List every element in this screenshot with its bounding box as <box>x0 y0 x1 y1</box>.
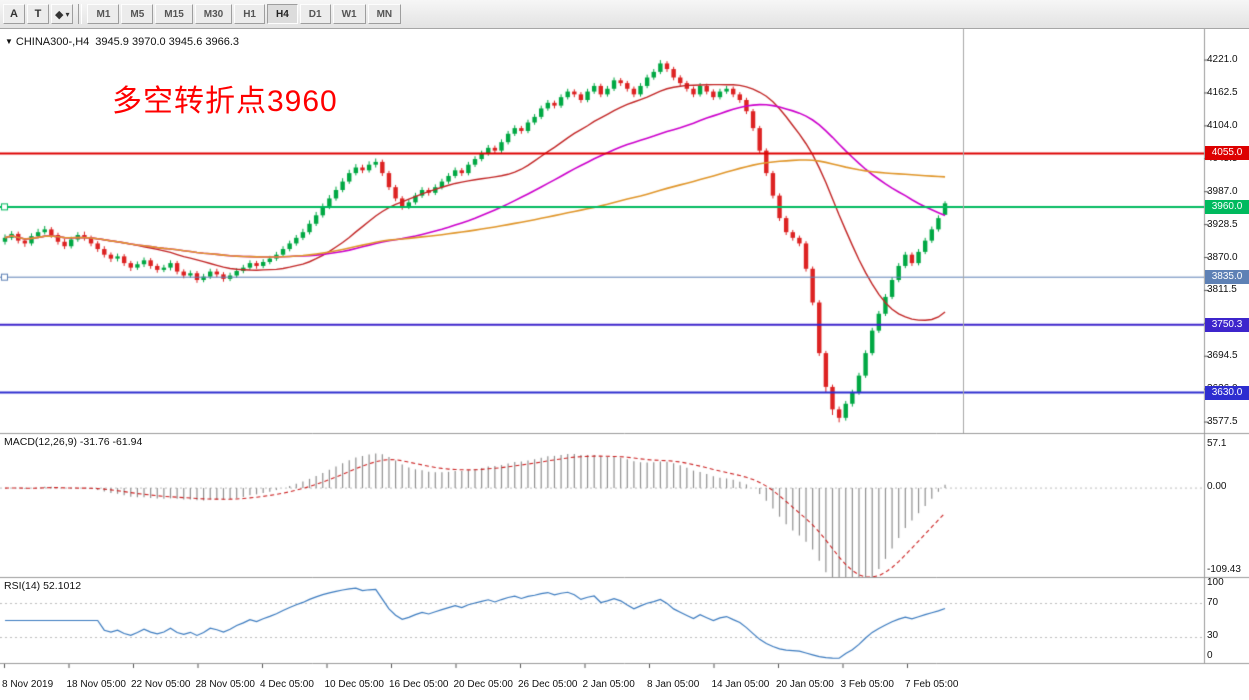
arrow-tool-button[interactable]: A <box>3 4 25 24</box>
time-axis-label: 8 Nov 2019 <box>2 679 54 690</box>
timeframe-button-m1[interactable]: M1 <box>87 4 120 24</box>
ohlc-values: 3945.9 3970.0 3945.6 3966.3 <box>95 36 240 48</box>
price-axis-label: 4221.0 <box>1207 54 1238 66</box>
timeframe-button-m15[interactable]: M15 <box>155 4 193 24</box>
time-axis-label: 18 Nov 05:00 <box>66 679 127 690</box>
time-axis-label: 4 Dec 05:00 <box>260 679 314 690</box>
price-level-tag: 3835.0 <box>1205 270 1249 285</box>
toolbar-tool-buttons: A T ◆ ▾ <box>3 4 74 24</box>
time-axis-label: 10 Dec 05:00 <box>324 679 385 690</box>
toolbar-separator <box>78 4 83 24</box>
text-tool-button[interactable]: T <box>27 4 49 24</box>
rsi-axis-label-70: 70 <box>1207 597 1219 608</box>
chart-annotation-text[interactable]: 多空转折点3960 <box>112 85 338 118</box>
time-axis-label: 3 Feb 05:00 <box>840 679 894 690</box>
objects-dropdown-button[interactable]: ◆ ▾ <box>51 4 74 24</box>
timeframe-button-m30[interactable]: M30 <box>194 4 233 24</box>
rsi-indicator-label: RSI(14) 52.1012 <box>4 580 82 592</box>
symbol-name: CHINA300-,H4 <box>15 36 90 48</box>
time-axis-label: 8 Jan 05:00 <box>647 679 700 690</box>
price-level-tag: 3960.0 <box>1205 199 1249 214</box>
rsi-axis-label-100: 100 <box>1207 577 1224 588</box>
macd-indicator-label: MACD(12,26,9) -31.76 -61.94 <box>4 436 143 448</box>
timeframe-button-h4[interactable]: H4 <box>267 4 298 24</box>
macd-axis-label-zero: 0.00 <box>1207 481 1227 492</box>
time-axis-label: 20 Dec 05:00 <box>453 679 514 690</box>
time-axis-label: 20 Jan 05:00 <box>776 679 834 690</box>
macd-axis-label-bottom: -109.43 <box>1207 564 1241 575</box>
price-level-tag: 3750.3 <box>1205 317 1249 332</box>
time-axis-label: 16 Dec 05:00 <box>389 679 449 690</box>
timeframe-button-h1[interactable]: H1 <box>234 4 265 24</box>
price-axis-label: 3577.5 <box>1207 416 1238 428</box>
objects-dropdown-icon: ◆ <box>55 8 64 21</box>
chevron-down-icon: ▾ <box>65 9 70 19</box>
price-axis-label: 3811.5 <box>1207 284 1237 296</box>
price-axis-label: 4162.5 <box>1207 86 1238 98</box>
macd-axis-label-top: 57.1 <box>1207 438 1227 449</box>
price-level-tag: 4055.0 <box>1205 146 1249 161</box>
timeframe-button-mn[interactable]: MN <box>367 4 402 24</box>
rsi-axis-label-0: 0 <box>1207 650 1213 661</box>
time-axis-label: 26 Dec 05:00 <box>518 679 578 690</box>
price-axis-label: 3987.0 <box>1207 185 1238 197</box>
time-axis-label: 2 Jan 05:00 <box>582 679 635 690</box>
timeframe-buttons: M1 M5 M15 M30 H1 H4 D1 W1 MN <box>87 4 402 24</box>
text-tool-icon: T <box>34 8 42 20</box>
rsi-axis-label-30: 30 <box>1207 630 1219 641</box>
timeframe-button-d1[interactable]: D1 <box>299 4 331 24</box>
price-axis-label: 3870.0 <box>1207 251 1238 263</box>
time-axis-label: 14 Jan 05:00 <box>711 679 770 690</box>
timeframe-button-w1[interactable]: W1 <box>332 4 366 24</box>
time-axis-label: 22 Nov 05:00 <box>131 679 191 690</box>
timeframe-button-m5[interactable]: M5 <box>121 4 154 24</box>
arrow-tool-icon: A <box>10 8 18 20</box>
price-level-tag: 3630.0 <box>1205 385 1249 400</box>
chart-symbol-ohlc: ▼ CHINA300-,H4 3945.9 3970.0 3945.6 3966.3 <box>5 36 239 48</box>
time-axis-label: 7 Feb 05:00 <box>905 679 959 690</box>
time-axis-label: 28 Nov 05:00 <box>195 679 256 690</box>
price-axis-label: 4104.0 <box>1207 119 1238 131</box>
price-axis-label: 3928.5 <box>1207 218 1238 230</box>
price-axis-label: 3694.5 <box>1207 350 1238 362</box>
chevron-down-icon: ▼ <box>5 37 13 46</box>
toolbar: A T ◆ ▾ M1 M5 M15 M30 H1 H4 D1 W1 MN <box>0 0 1249 29</box>
